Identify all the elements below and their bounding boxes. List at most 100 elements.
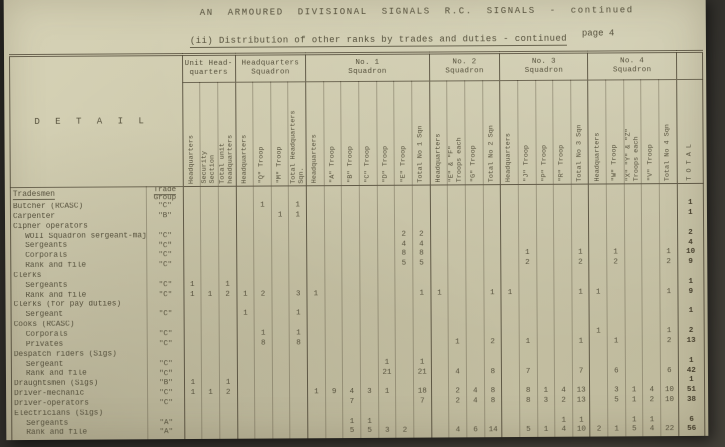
cell xyxy=(590,396,608,407)
cell xyxy=(342,250,360,261)
cell: 1 xyxy=(625,396,644,407)
trade-group-text: Trade Group xyxy=(153,186,177,203)
cell xyxy=(342,289,361,300)
row-label-text: Rank and file xyxy=(25,261,87,271)
trade-group-text: "C" xyxy=(158,330,173,339)
column-header-label: Headquarters xyxy=(187,135,196,185)
cell xyxy=(236,378,255,389)
group-header-3: No. 1 Squadron xyxy=(305,53,430,82)
cell: 4 xyxy=(342,388,361,398)
cell xyxy=(290,408,308,418)
cell xyxy=(342,348,361,359)
cell xyxy=(606,238,625,249)
cell xyxy=(306,185,325,202)
cell xyxy=(625,366,643,377)
column-header: "D" Troop xyxy=(376,81,395,186)
cell: 3 xyxy=(607,386,626,397)
cell: 8 xyxy=(484,387,502,398)
cell xyxy=(324,210,342,221)
total-cell: 42 xyxy=(678,366,705,377)
cell: 1 xyxy=(412,289,431,300)
cell: 1 xyxy=(607,337,626,348)
cell xyxy=(183,300,202,311)
document-subtitle: (ii) Distribution of other ranks by trad… xyxy=(189,33,568,49)
cell xyxy=(554,278,572,289)
cell xyxy=(500,184,519,201)
cell xyxy=(413,308,431,319)
cell xyxy=(625,405,644,416)
cell xyxy=(289,299,308,310)
cell xyxy=(465,210,484,221)
cell xyxy=(396,417,414,428)
cell xyxy=(377,210,395,221)
detail-column-header: D E T A I L xyxy=(9,54,183,188)
cell xyxy=(571,298,590,308)
cell xyxy=(201,379,220,389)
cell xyxy=(571,278,590,289)
cell xyxy=(378,417,397,428)
cell xyxy=(590,416,608,426)
cell xyxy=(218,231,237,242)
trade-group-text: "A" xyxy=(159,418,174,427)
cell xyxy=(183,270,202,281)
cell xyxy=(254,368,273,379)
cell xyxy=(537,416,555,427)
cell xyxy=(342,260,360,270)
cell xyxy=(377,240,396,251)
cell xyxy=(413,318,431,329)
row-label-text: Driver-mechanic xyxy=(14,389,85,399)
cell xyxy=(324,299,343,310)
cell xyxy=(430,318,449,329)
cell xyxy=(659,183,678,200)
cell xyxy=(218,221,237,232)
cell: 1 xyxy=(643,415,661,426)
cell xyxy=(395,338,414,349)
cell xyxy=(518,229,537,240)
cell: 1 xyxy=(184,388,202,399)
column-header: Security Section xyxy=(199,82,219,187)
cell xyxy=(218,201,236,212)
cell xyxy=(641,228,660,239)
cell xyxy=(359,185,378,201)
cell: 1 xyxy=(378,358,396,369)
cell xyxy=(360,328,378,339)
cell xyxy=(218,310,237,320)
cell xyxy=(306,270,325,281)
cell: 7 xyxy=(413,397,432,408)
cell xyxy=(641,218,660,229)
cell xyxy=(236,270,255,281)
cell xyxy=(254,299,272,310)
cell xyxy=(237,388,255,399)
cell xyxy=(236,260,254,271)
cell xyxy=(430,308,449,319)
cell xyxy=(624,278,643,288)
page-number: page 4 xyxy=(581,28,615,39)
cell: 7 xyxy=(572,366,590,377)
cell xyxy=(448,318,467,329)
cell xyxy=(254,408,273,419)
cell xyxy=(447,210,466,221)
column-header-label: Total No 4 Sqn xyxy=(663,123,673,182)
cell xyxy=(394,185,413,201)
cell xyxy=(501,426,520,437)
cell xyxy=(307,299,325,310)
cell xyxy=(519,357,537,368)
cell xyxy=(183,329,202,340)
cell xyxy=(306,211,325,221)
cell: 1 xyxy=(606,248,625,259)
row-label-text: Clerks xyxy=(13,271,42,281)
cell xyxy=(325,407,344,418)
trade-group-cell: "C" xyxy=(147,359,184,370)
cell xyxy=(483,318,502,329)
cell xyxy=(395,387,414,398)
cell: 4 xyxy=(643,425,661,436)
cell xyxy=(360,378,379,389)
total-cell: 6 xyxy=(678,415,705,426)
cell xyxy=(218,260,237,271)
cell xyxy=(219,428,238,439)
cell xyxy=(253,211,272,222)
cell: 5 xyxy=(625,425,644,436)
cell: 2 xyxy=(606,258,625,269)
cell xyxy=(324,319,343,330)
cell xyxy=(483,259,502,270)
